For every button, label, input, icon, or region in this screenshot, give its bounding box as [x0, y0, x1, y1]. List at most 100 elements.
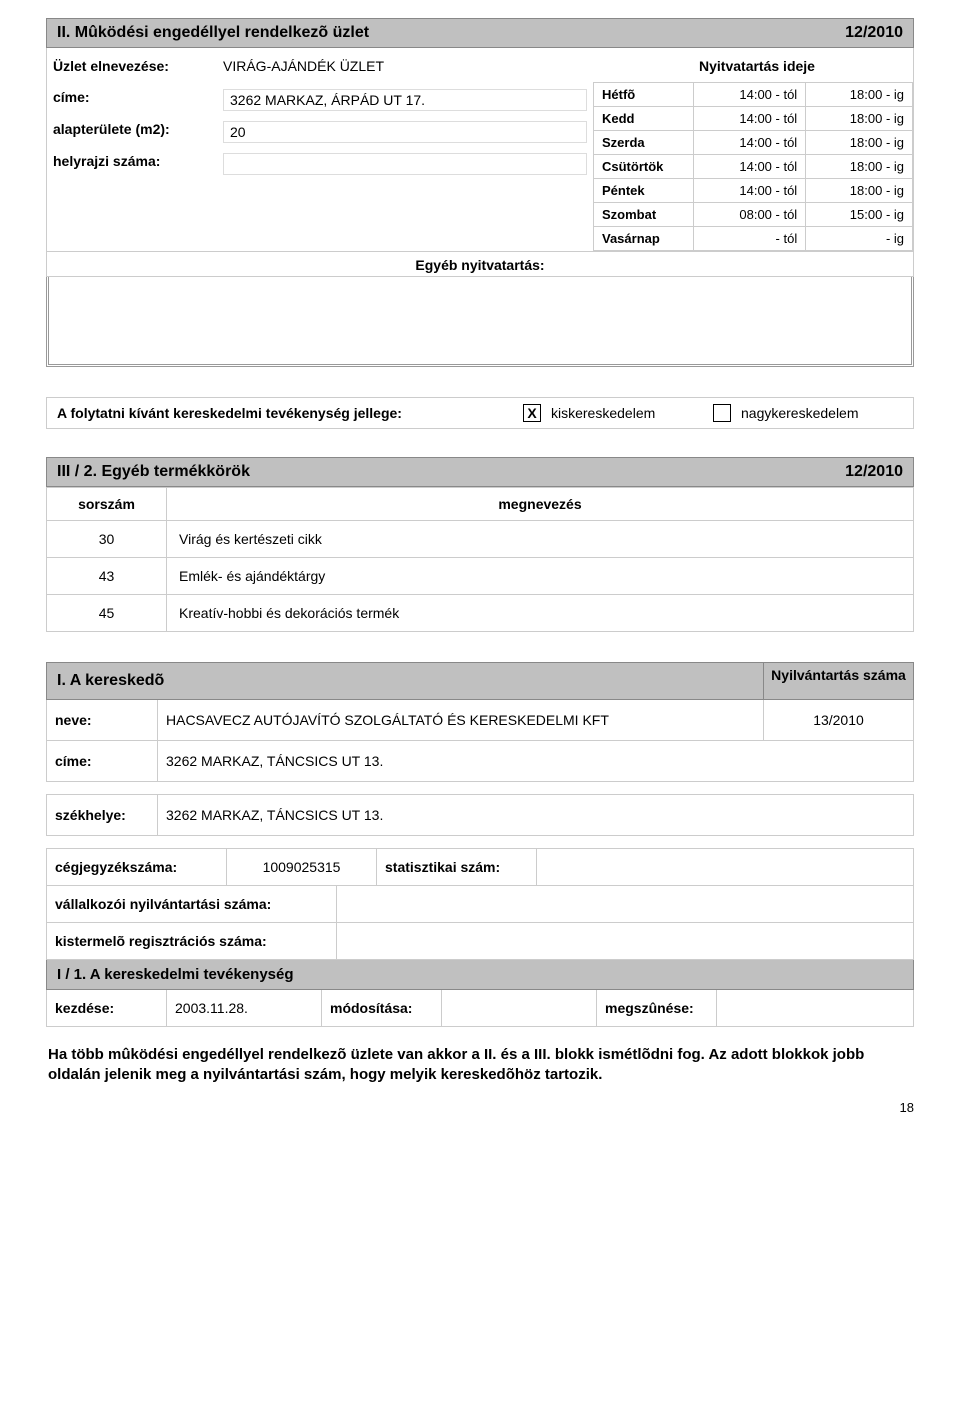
company-reg-row: cégjegyzékszáma: 1009025315 statisztikai… — [46, 848, 914, 886]
merchant-header: I. A kereskedõ Nyilvántartás száma — [46, 662, 914, 700]
section2-title: II. Mûködési engedéllyel rendelkezõ üzle… — [57, 24, 369, 42]
to: - ig — [806, 227, 913, 251]
smallprod-value — [337, 923, 913, 959]
table-row: 30Virág és kertészeti cikk — [47, 521, 914, 558]
products-table: sorszám megnevezés 30Virág és kertészeti… — [46, 487, 914, 632]
wholesale-checkbox[interactable] — [713, 404, 731, 422]
hours-row: Péntek14:00 - tól18:00 - ig — [594, 179, 913, 203]
from: 14:00 - tól — [694, 107, 806, 131]
row-num: 30 — [47, 521, 167, 558]
section3-title: III / 2. Egyéb termékkörök — [57, 463, 250, 481]
area-value: 20 — [223, 121, 587, 143]
row-name: Kreatív-hobbi és dekorációs termék — [167, 595, 914, 632]
day: Péntek — [594, 179, 694, 203]
merchant-name-row: neve: HACSAVECZ AUTÓJAVÍTÓ SZOLGÁLTATÓ É… — [46, 700, 914, 741]
stat-label: statisztikai szám: — [377, 849, 537, 885]
day: Kedd — [594, 107, 694, 131]
topo-label: helyrajzi száma: — [53, 153, 223, 175]
other-hours-space — [46, 277, 914, 367]
entrep-row: vállalkozói nyilvántartási száma: — [46, 886, 914, 923]
shop-details: címe: 3262 MARKAZ, ÁRPÁD UT 17. alapterü… — [47, 82, 593, 251]
from: 14:00 - tól — [694, 179, 806, 203]
hours-row: Szombat08:00 - tól15:00 - ig — [594, 203, 913, 227]
hours-title: Nyitvatartás ideje — [607, 58, 907, 74]
hours-row: Szerda14:00 - tól18:00 - ig — [594, 131, 913, 155]
section2-ref: 12/2010 — [845, 24, 903, 42]
activity-row: A folytatni kívánt kereskedelmi tevékeny… — [46, 397, 914, 429]
row-num: 45 — [47, 595, 167, 632]
hours-row: Csütörtök14:00 - tól18:00 - ig — [594, 155, 913, 179]
from: 14:00 - tól — [694, 155, 806, 179]
row-num: 43 — [47, 558, 167, 595]
to: 18:00 - ig — [806, 155, 913, 179]
activity-label: A folytatni kívánt kereskedelmi tevékeny… — [57, 405, 523, 421]
shop-label: Üzlet elnevezése: — [53, 58, 223, 74]
day: Vasárnap — [594, 227, 694, 251]
commercial-header: I / 1. A kereskedelmi tevékenység — [46, 960, 914, 990]
mod-label: módosítása: — [322, 990, 442, 1026]
merchant-title: I. A kereskedõ — [47, 663, 763, 699]
day: Szombat — [594, 203, 694, 227]
dates-row: kezdése: 2003.11.28. módosítása: megszûn… — [46, 990, 914, 1027]
start-label: kezdése: — [47, 990, 167, 1026]
from: 14:00 - tól — [694, 131, 806, 155]
shop-name: VIRÁG-AJÁNDÉK ÜZLET — [223, 58, 607, 74]
smallprod-label: kistermelõ regisztrációs száma: — [47, 923, 337, 959]
table-row: 45Kreatív-hobbi és dekorációs termék — [47, 595, 914, 632]
footer-note: Ha több mûködési engedéllyel rendelkezõ … — [46, 1041, 914, 1094]
from: 14:00 - tól — [694, 83, 806, 107]
topo-value — [223, 153, 587, 175]
retail-label: kiskereskedelem — [551, 405, 655, 421]
to: 18:00 - ig — [806, 131, 913, 155]
page-number: 18 — [46, 1094, 914, 1115]
shop-name-row: Üzlet elnevezése: VIRÁG-AJÁNDÉK ÜZLET Ny… — [46, 48, 914, 82]
seat-value: 3262 MARKAZ, TÁNCSICS UT 13. — [157, 795, 913, 835]
hours-row: Hétfõ14:00 - tól18:00 - ig — [594, 83, 913, 107]
section2-header: II. Mûködési engedéllyel rendelkezõ üzle… — [46, 18, 914, 48]
end-value — [717, 990, 913, 1026]
wholesale-label: nagykereskedelem — [741, 405, 859, 421]
name-label: neve: — [47, 700, 157, 740]
from: 08:00 - tól — [694, 203, 806, 227]
to: 18:00 - ig — [806, 179, 913, 203]
merchant-reg-value: 13/2010 — [763, 700, 913, 740]
addr-label: címe: — [53, 89, 223, 111]
day: Szerda — [594, 131, 694, 155]
end-label: megszûnése: — [597, 990, 717, 1026]
section3-header: III / 2. Egyéb termékkörök 12/2010 — [46, 457, 914, 487]
seat-label: székhelye: — [47, 795, 157, 835]
name-value: HACSAVECZ AUTÓJAVÍTÓ SZOLGÁLTATÓ ÉS KERE… — [157, 700, 763, 740]
addr-value: 3262 MARKAZ, ÁRPÁD UT 17. — [223, 89, 587, 111]
company-reg-value: 1009025315 — [227, 849, 377, 885]
to: 15:00 - ig — [806, 203, 913, 227]
row-name: Virág és kertészeti cikk — [167, 521, 914, 558]
section3-ref: 12/2010 — [845, 463, 903, 481]
to: 18:00 - ig — [806, 83, 913, 107]
hours-block: címe: 3262 MARKAZ, ÁRPÁD UT 17. alapterü… — [46, 82, 914, 252]
start-value: 2003.11.28. — [167, 990, 322, 1026]
retail-checkbox[interactable]: X — [523, 404, 541, 422]
retail-checkbox-group: X kiskereskedelem — [523, 404, 713, 422]
merchant-seat-row: székhelye: 3262 MARKAZ, TÁNCSICS UT 13. — [46, 794, 914, 836]
merchant-addr-row: címe: 3262 MARKAZ, TÁNCSICS UT 13. — [46, 741, 914, 782]
merchant-addr-label: címe: — [47, 741, 157, 781]
hours-table: Hétfõ14:00 - tól18:00 - ig Kedd14:00 - t… — [593, 82, 913, 251]
col-megnevezes: megnevezés — [167, 488, 914, 521]
col-sorszam: sorszám — [47, 488, 167, 521]
other-hours-label: Egyéb nyitvatartás: — [46, 252, 914, 277]
wholesale-checkbox-group: nagykereskedelem — [713, 404, 903, 422]
merchant-addr-value: 3262 MARKAZ, TÁNCSICS UT 13. — [157, 741, 913, 781]
stat-value — [537, 849, 913, 885]
merchant-reg-label: Nyilvántartás száma — [763, 663, 913, 699]
to: 18:00 - ig — [806, 107, 913, 131]
opening-hours: Hétfõ14:00 - tól18:00 - ig Kedd14:00 - t… — [593, 82, 913, 251]
hours-row: Vasárnap- tól- ig — [594, 227, 913, 251]
mod-value — [442, 990, 597, 1026]
from: - tól — [694, 227, 806, 251]
table-row: 43Emlék- és ajándéktárgy — [47, 558, 914, 595]
entrep-value — [337, 886, 913, 922]
company-reg-label: cégjegyzékszáma: — [47, 849, 227, 885]
day: Csütörtök — [594, 155, 694, 179]
row-name: Emlék- és ajándéktárgy — [167, 558, 914, 595]
area-label: alapterülete (m2): — [53, 121, 223, 143]
